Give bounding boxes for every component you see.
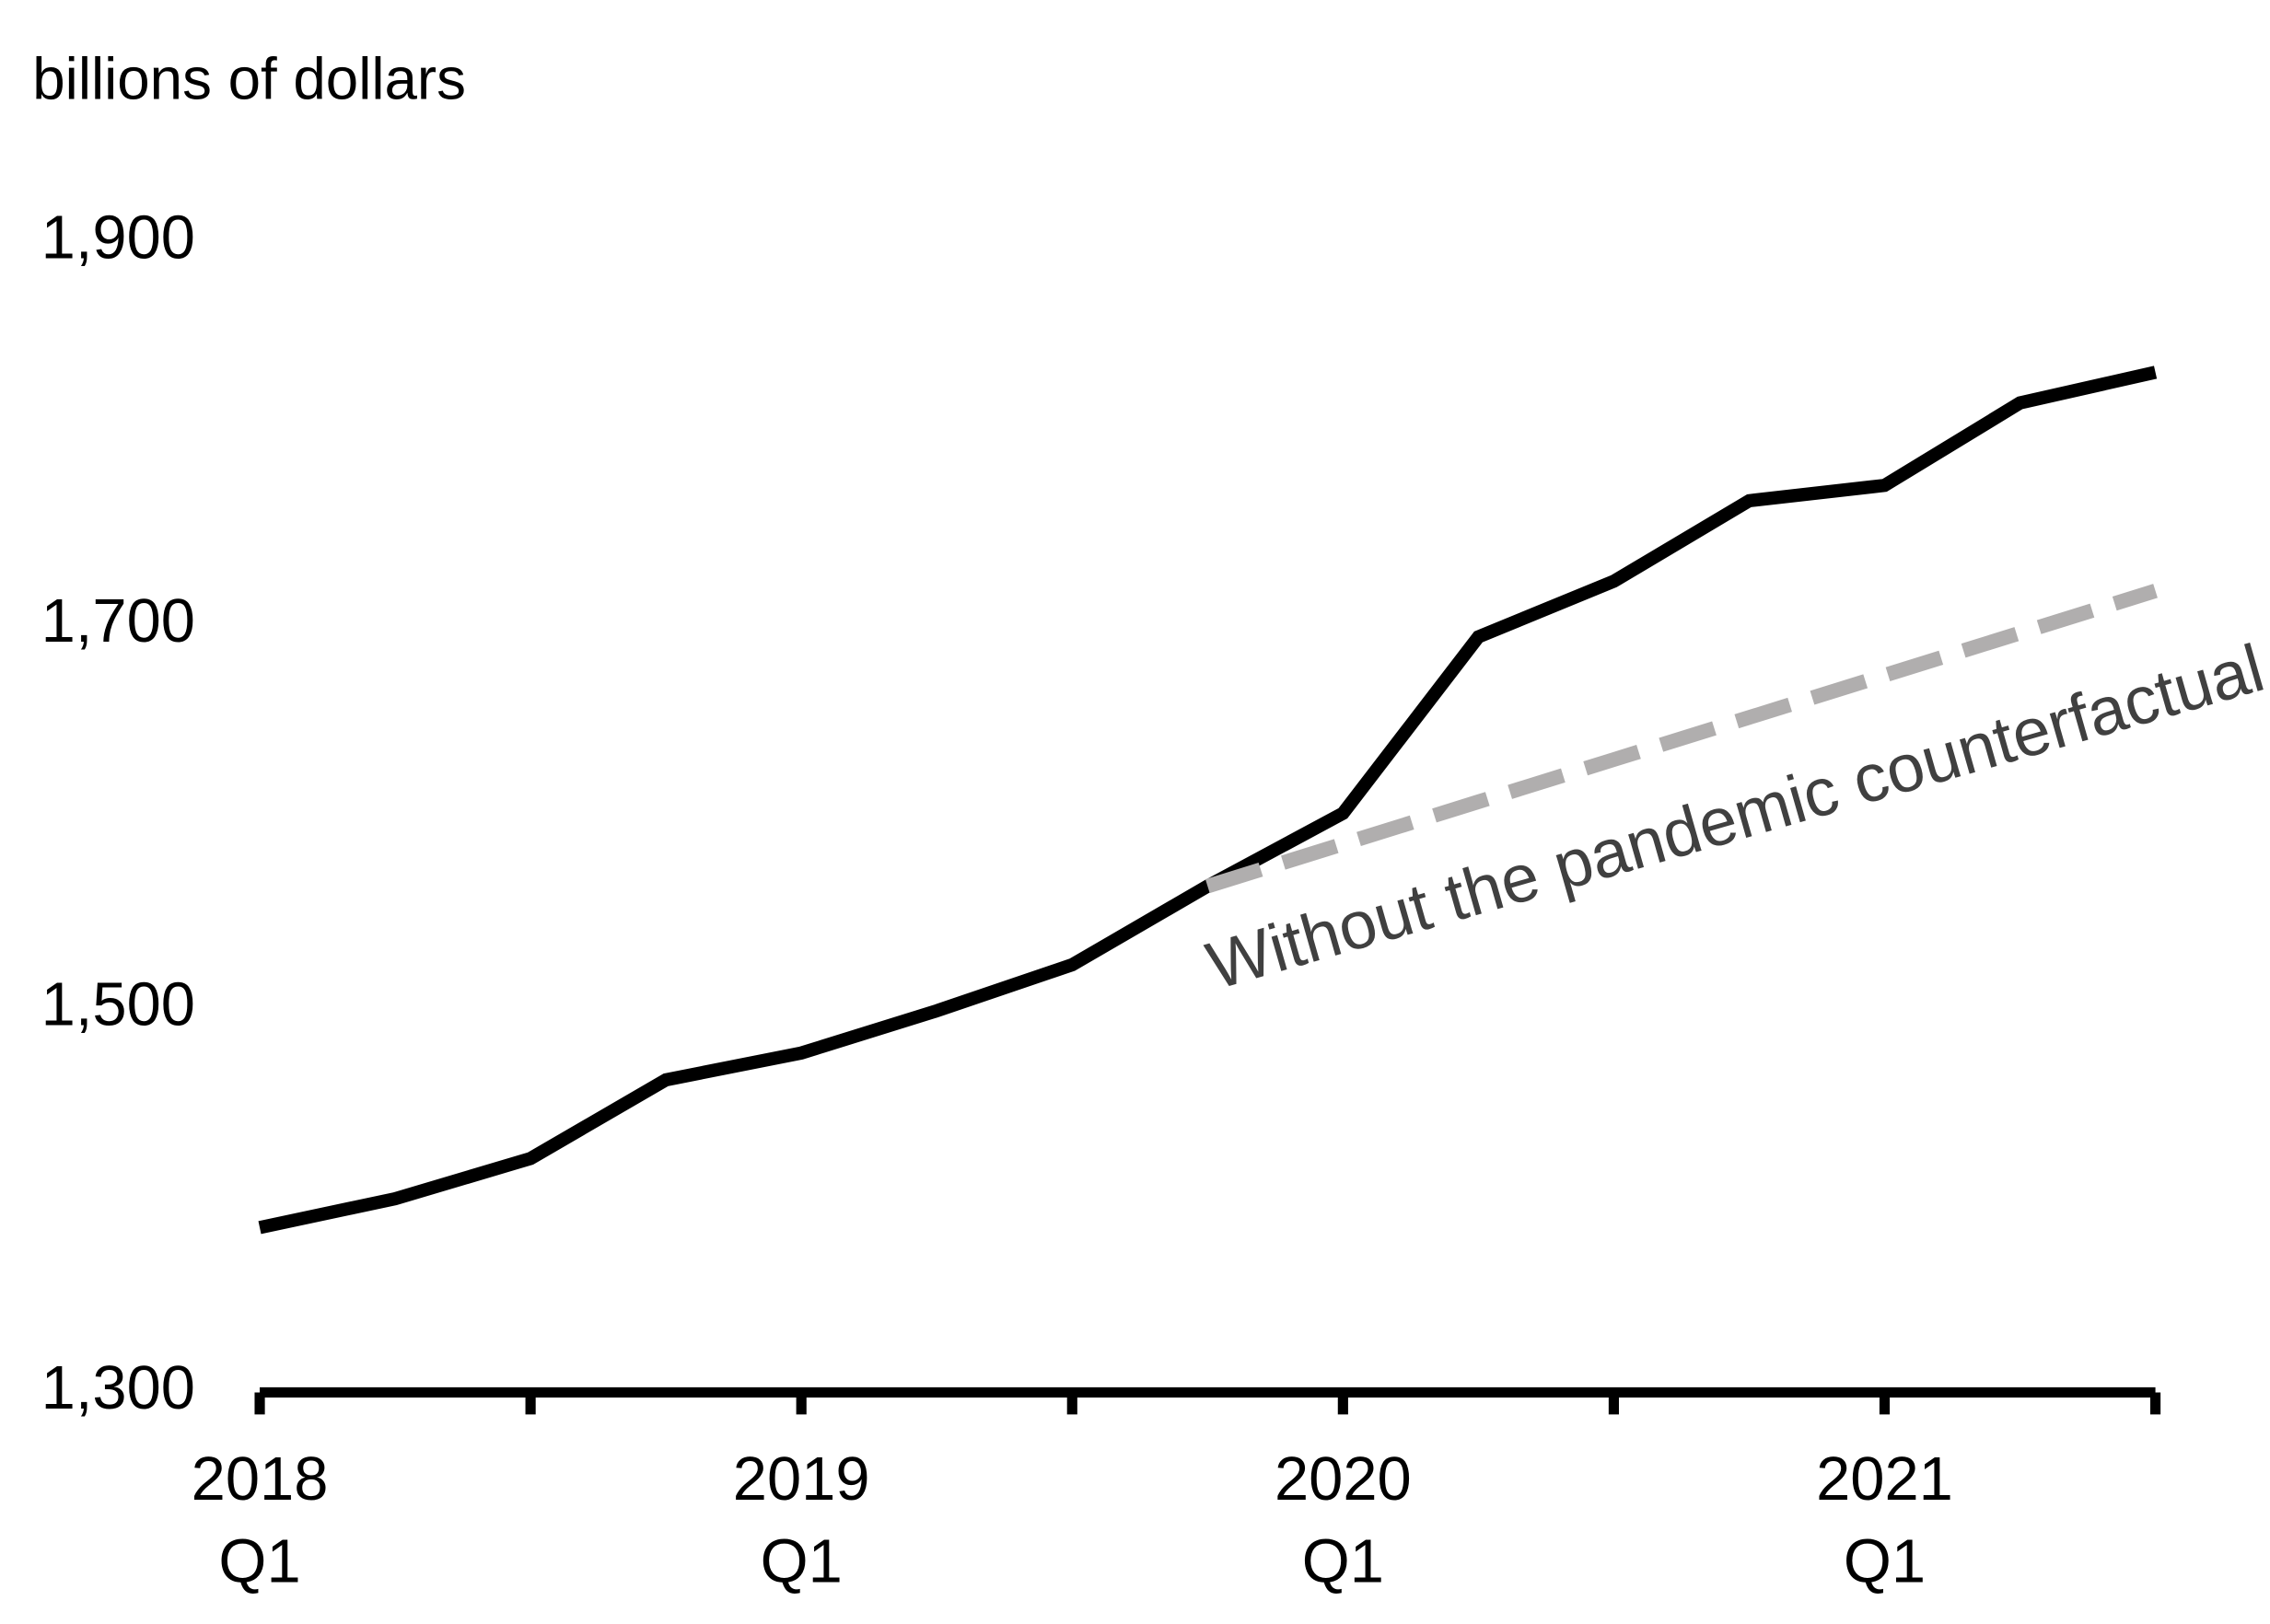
y-axis-label: billions of dollars	[32, 47, 466, 112]
dashed-line	[1205, 584, 2158, 894]
x-tick-label: 2020 Q1	[1275, 1444, 1412, 1595]
y-tick-label: 1,900	[41, 203, 195, 272]
y-tick-label: 1,300	[41, 1353, 195, 1422]
x-tick-label: 2021 Q1	[1816, 1444, 1953, 1595]
x-tick-label: 2018 Q1	[192, 1444, 329, 1595]
y-tick-label: 1,500	[41, 970, 195, 1039]
annotation: Without the pandemic counterfactual	[1199, 630, 2270, 1003]
y-tick-label: 1,700	[41, 586, 195, 655]
x-tick-label: 2019 Q1	[733, 1444, 870, 1595]
